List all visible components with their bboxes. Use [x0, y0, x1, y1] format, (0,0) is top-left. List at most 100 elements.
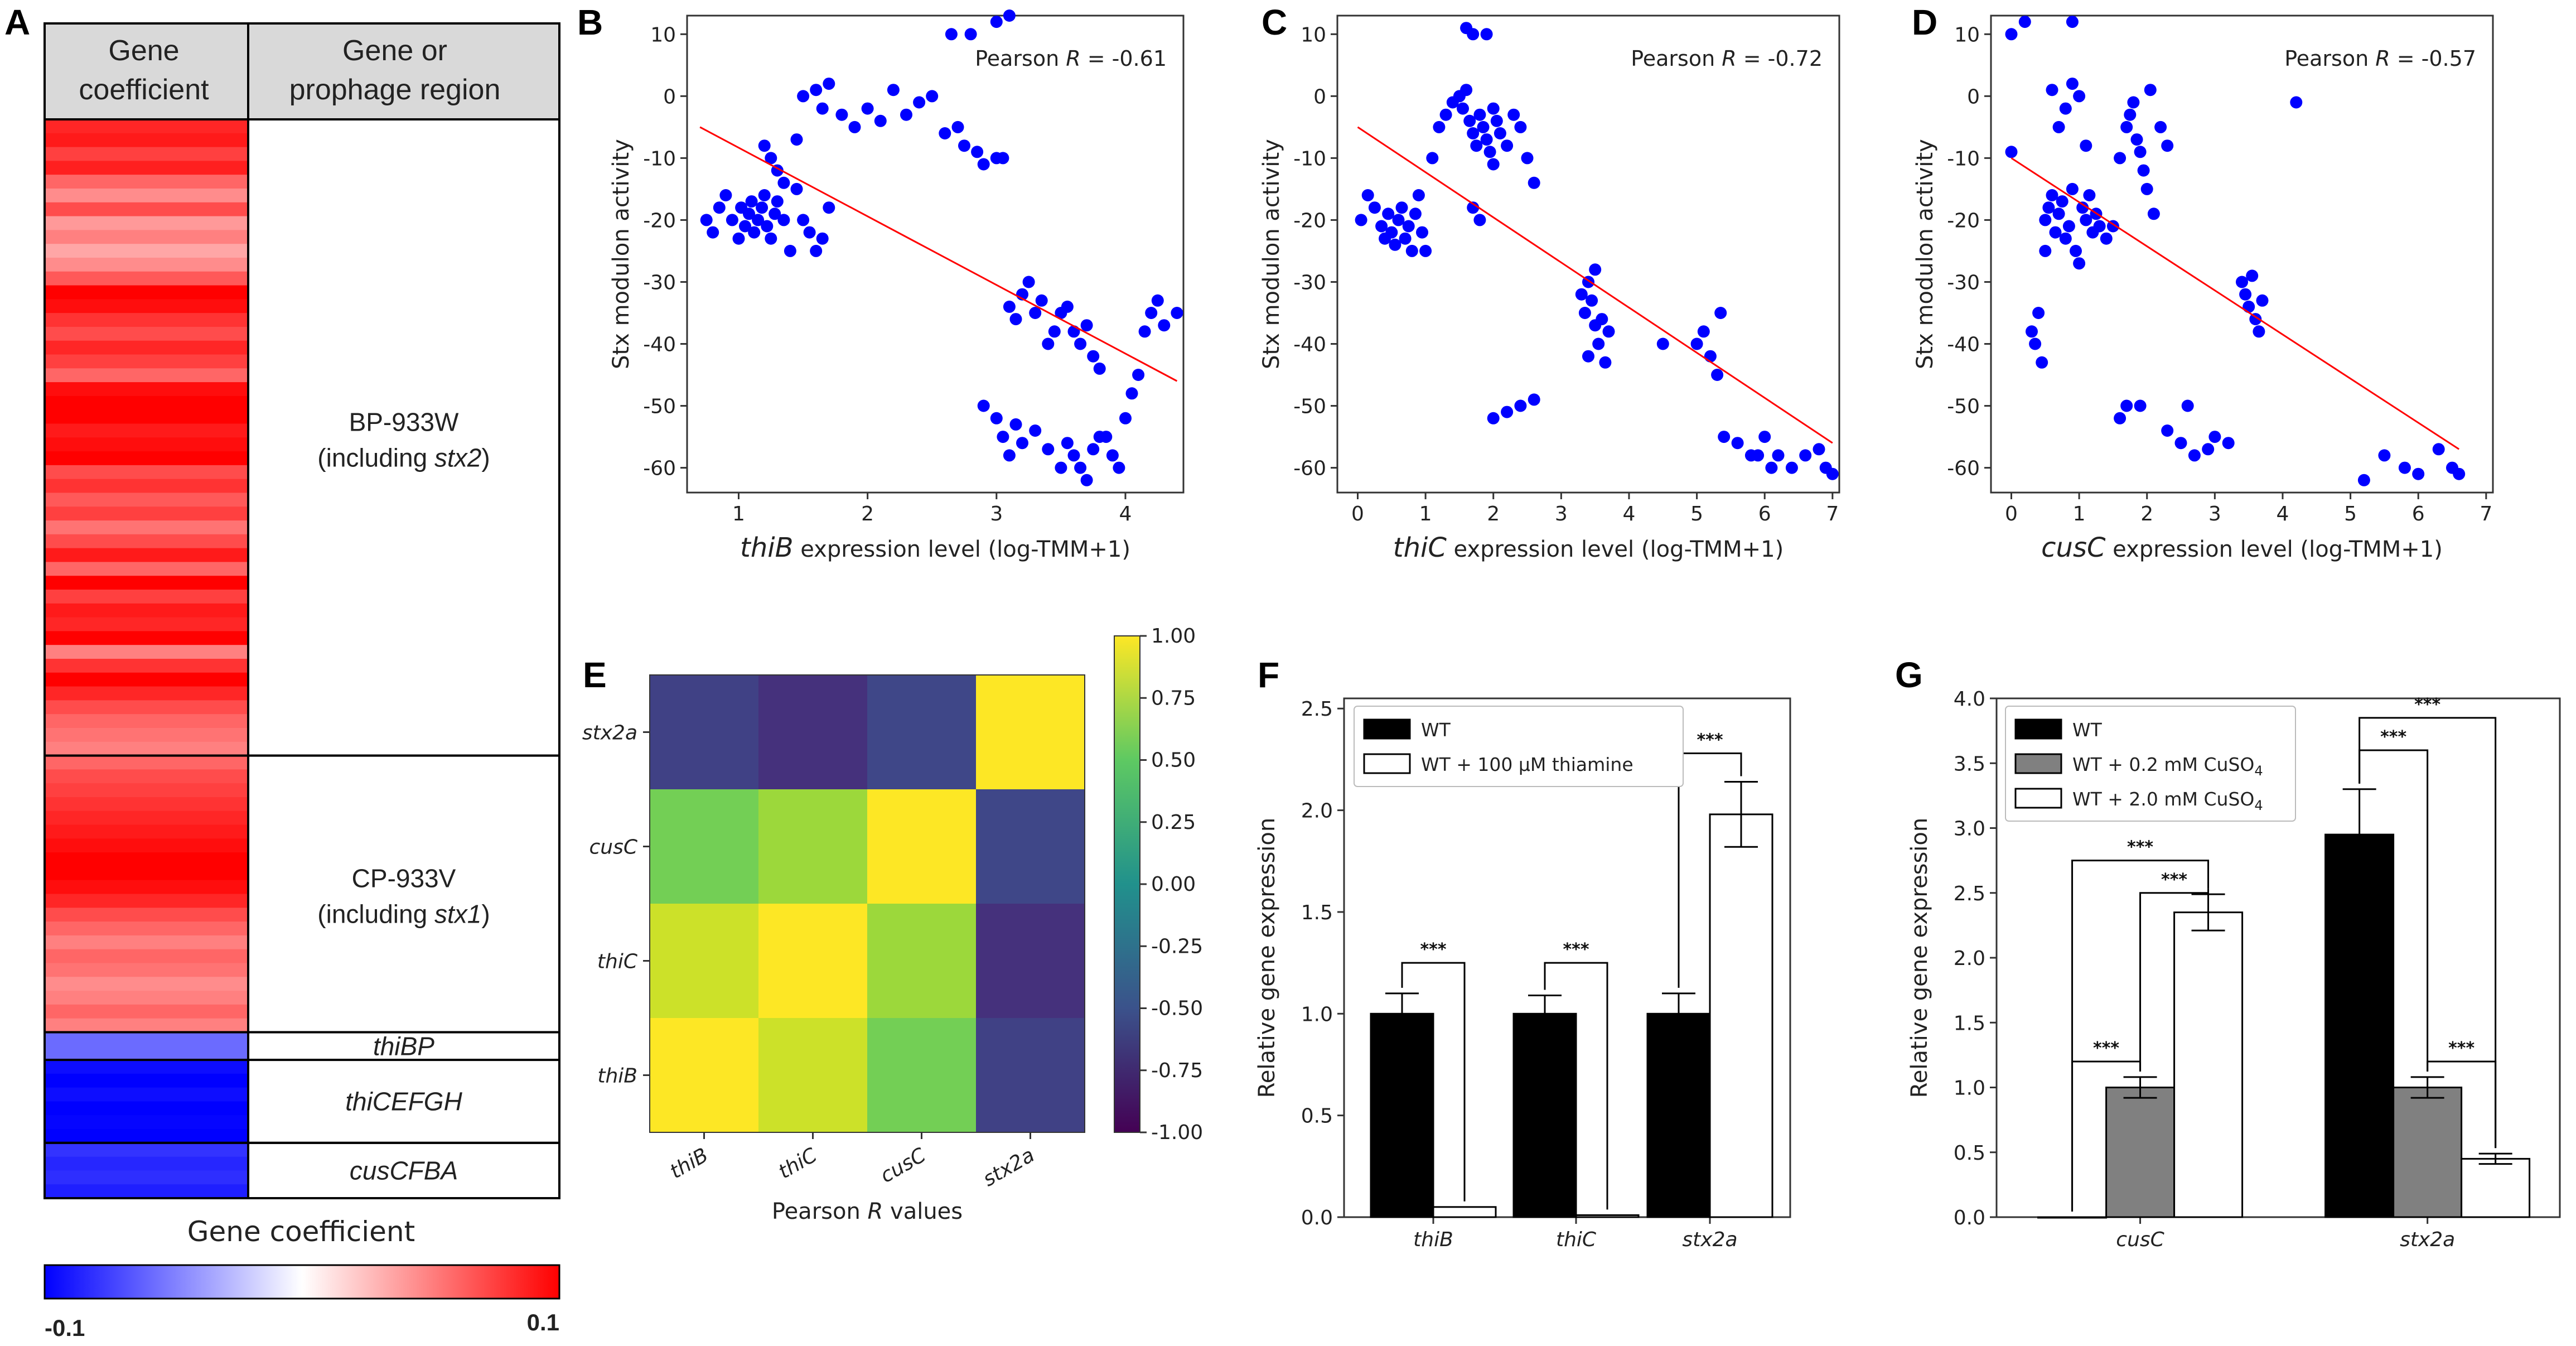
- data-point: [887, 84, 900, 97]
- data-point: [1467, 127, 1480, 139]
- x-tick-label: 2: [2140, 503, 2153, 525]
- data-point: [945, 28, 958, 41]
- data-point: [2066, 78, 2079, 90]
- pearson-value: = -0.72: [1737, 46, 1823, 71]
- data-point: [977, 399, 990, 412]
- pearson-value: = -0.57: [2390, 46, 2476, 71]
- heatmap-cell: [976, 789, 1085, 904]
- coefficient-colorbar: [44, 1264, 560, 1300]
- data-point: [1035, 294, 1048, 307]
- data-point: [1087, 350, 1100, 363]
- x-tick-label: 4: [1119, 503, 1132, 525]
- data-point: [777, 176, 790, 189]
- legend-label-subscript: 4: [2254, 763, 2263, 779]
- data-point: [1439, 108, 1452, 121]
- bar: [1512, 1012, 1577, 1218]
- col-label: thiB: [666, 1144, 712, 1183]
- x-axis-label: cusC expression level (log-TMM+1): [2041, 532, 2443, 563]
- panel-label-f: F: [1258, 655, 1279, 695]
- data-point: [2059, 102, 2072, 115]
- significance-stars: ***: [2127, 838, 2153, 857]
- y-tick-label: 10: [650, 23, 676, 46]
- data-point: [810, 84, 823, 97]
- data-point: [2049, 226, 2062, 239]
- data-point: [2144, 84, 2157, 97]
- heatmap-x-label: Pearson R values: [772, 1199, 963, 1224]
- panel-c-thic-scatter: 0 1 2 3 4 5 6 7 10 0 -10 -20 -30 -40 -50 -60 Pearson R =…: [1259, 15, 1840, 563]
- y-tick-label: -50: [1947, 395, 1980, 418]
- colorbar-tick-label: 1.00: [1151, 625, 1196, 648]
- data-point: [1772, 449, 1785, 462]
- significance-bracket: [2139, 889, 2210, 1072]
- data-point: [1061, 300, 1074, 313]
- data-point: [1426, 152, 1439, 165]
- data-point: [1589, 263, 1602, 276]
- data-point: [1487, 412, 1500, 424]
- pearson-r-symbol: R: [1066, 46, 1080, 71]
- data-point: [1385, 226, 1398, 239]
- data-point: [743, 208, 755, 220]
- data-point: [1048, 325, 1061, 338]
- x-tick-label: 4: [1623, 503, 1636, 525]
- data-point: [777, 214, 790, 226]
- x-tick-label: 7: [1826, 503, 1839, 525]
- coefficient-stripe: [45, 741, 248, 756]
- data-point: [1067, 449, 1080, 462]
- coefficient-stripe: [45, 382, 248, 397]
- significance-stars: ***: [1697, 730, 1723, 750]
- coefficient-stripe: [45, 285, 248, 300]
- data-point: [1093, 362, 1106, 375]
- heatmap-cell: [867, 789, 977, 904]
- data-point: [790, 182, 803, 195]
- heatmap-colorbar: [1114, 635, 1140, 1133]
- data-point: [1480, 133, 1493, 146]
- data-point: [1113, 461, 1125, 474]
- region-boxes: BP-933W (including stx2) CP-933V (including…: [44, 22, 560, 1200]
- data-point: [997, 431, 1009, 443]
- data-point: [719, 189, 732, 201]
- y-tick-label: -20: [643, 209, 676, 232]
- data-point: [2130, 133, 2143, 146]
- pearson-r-symbol: R: [2375, 46, 2390, 71]
- data-point: [1457, 102, 1469, 115]
- data-point: [2036, 356, 2048, 369]
- coefficient-stripe: [45, 506, 248, 521]
- data-point: [2249, 313, 2262, 326]
- region-name: CP-933V: [352, 864, 456, 893]
- data-point: [2052, 120, 2065, 133]
- region-note-prefix: (including: [317, 443, 434, 472]
- heatmap-frame: [649, 674, 1085, 1133]
- y-tick-label: -10: [1947, 147, 1980, 170]
- data-point: [913, 96, 926, 109]
- data-point: [1690, 337, 1703, 350]
- coefficient-stripe: [45, 797, 248, 812]
- y-tick-label: 0.0: [1954, 1207, 1985, 1229]
- data-point: [1074, 337, 1087, 350]
- colorbar-tick-label: -0.50: [1151, 997, 1203, 1020]
- coefficient-stripe: [45, 520, 248, 535]
- legend-label: WT: [1421, 719, 1451, 741]
- coefficient-stripe: [45, 1142, 248, 1157]
- pearson-r-symbol: R: [1722, 46, 1736, 71]
- data-point: [2124, 108, 2137, 121]
- y-tick-label: 10: [1301, 23, 1326, 46]
- coefficient-stripe: [45, 133, 248, 148]
- data-point: [2114, 412, 2126, 424]
- data-point: [1080, 474, 1093, 486]
- data-point: [2188, 449, 2201, 462]
- data-point: [2398, 461, 2411, 474]
- data-point: [2253, 325, 2265, 338]
- coefficient-stripe: [45, 1004, 248, 1019]
- colorbar-tick-label: 0.25: [1151, 811, 1196, 834]
- y-tick-label: -10: [1293, 147, 1326, 170]
- data-point: [990, 412, 1003, 424]
- data-point: [1758, 431, 1771, 443]
- coefficient-stripe: [45, 1046, 248, 1060]
- data-point: [1487, 102, 1500, 115]
- coefficient-stripe: [45, 617, 248, 632]
- data-point: [1473, 108, 1486, 121]
- y-tick-label: -60: [643, 457, 676, 480]
- data-point: [2073, 257, 2086, 270]
- bar: [1370, 1012, 1434, 1218]
